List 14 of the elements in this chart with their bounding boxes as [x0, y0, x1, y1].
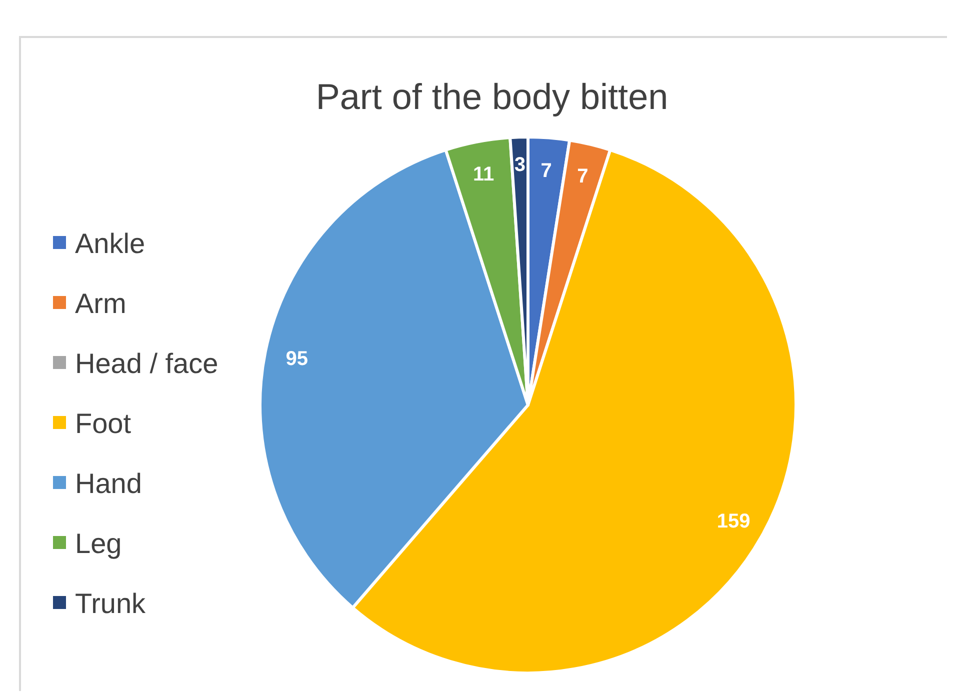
data-label: 7 [577, 166, 588, 188]
data-label: 11 [473, 163, 494, 186]
chart-title: Part of the body bitten [316, 76, 668, 117]
legend-label: Hand [75, 468, 142, 499]
data-label: 159 [716, 510, 750, 533]
legend-label: Ankle [75, 228, 146, 259]
data-label: 95 [286, 348, 308, 370]
legend-label: Head / face [75, 348, 218, 379]
data-label: 7 [540, 160, 552, 182]
legend-label: Foot [75, 408, 132, 439]
legend-label: Leg [75, 528, 122, 559]
data-label: 3 [514, 154, 526, 176]
legend-label: Trunk [75, 588, 147, 619]
legend-label: Arm [75, 288, 126, 319]
